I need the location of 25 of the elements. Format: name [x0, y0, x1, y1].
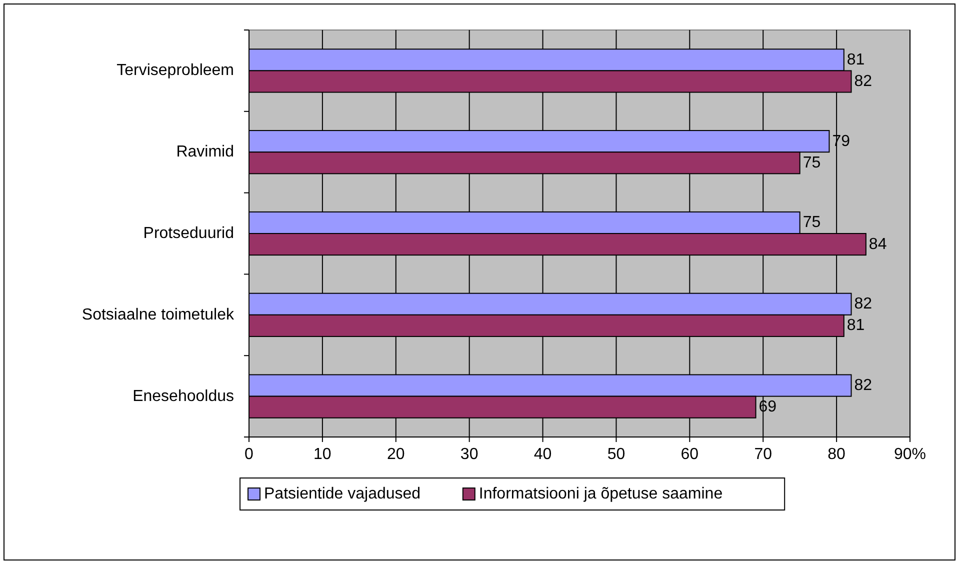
x-tick-label: 60 [680, 446, 699, 463]
x-tick-label: 20 [386, 446, 405, 463]
x-tick-label: 90% [894, 446, 926, 463]
y-tick-label: Sotsiaalne toimetulek [82, 306, 235, 324]
data-label: 82 [854, 296, 872, 313]
data-label: 75 [802, 214, 821, 232]
y-tick-label: Ravimid [176, 144, 234, 161]
x-tick-label: 70 [754, 446, 772, 463]
x-tick-label: 30 [460, 446, 478, 463]
x-tick-label: 40 [534, 446, 552, 463]
x-tick-label: 80 [828, 446, 846, 463]
x-tick-label: 0 [244, 446, 254, 463]
x-tick-label: 10 [314, 446, 332, 463]
y-tick-label: Terviseprobleem [116, 62, 234, 80]
data-label: 81 [846, 317, 865, 334]
data-label: 75 [802, 154, 821, 172]
x-tick-label: 50 [607, 446, 626, 463]
legend-label: Informatsiooni ja õpetuse saamine [478, 486, 723, 502]
y-tick-label: Protseduurid [143, 225, 234, 242]
data-label: 84 [868, 236, 887, 253]
data-label: 81 [846, 51, 865, 68]
data-label: 82 [854, 72, 872, 90]
data-label: 82 [854, 377, 872, 394]
legend-label: Patsientide vajadused [264, 486, 421, 502]
y-tick-label: Enesehooldus [132, 388, 234, 405]
